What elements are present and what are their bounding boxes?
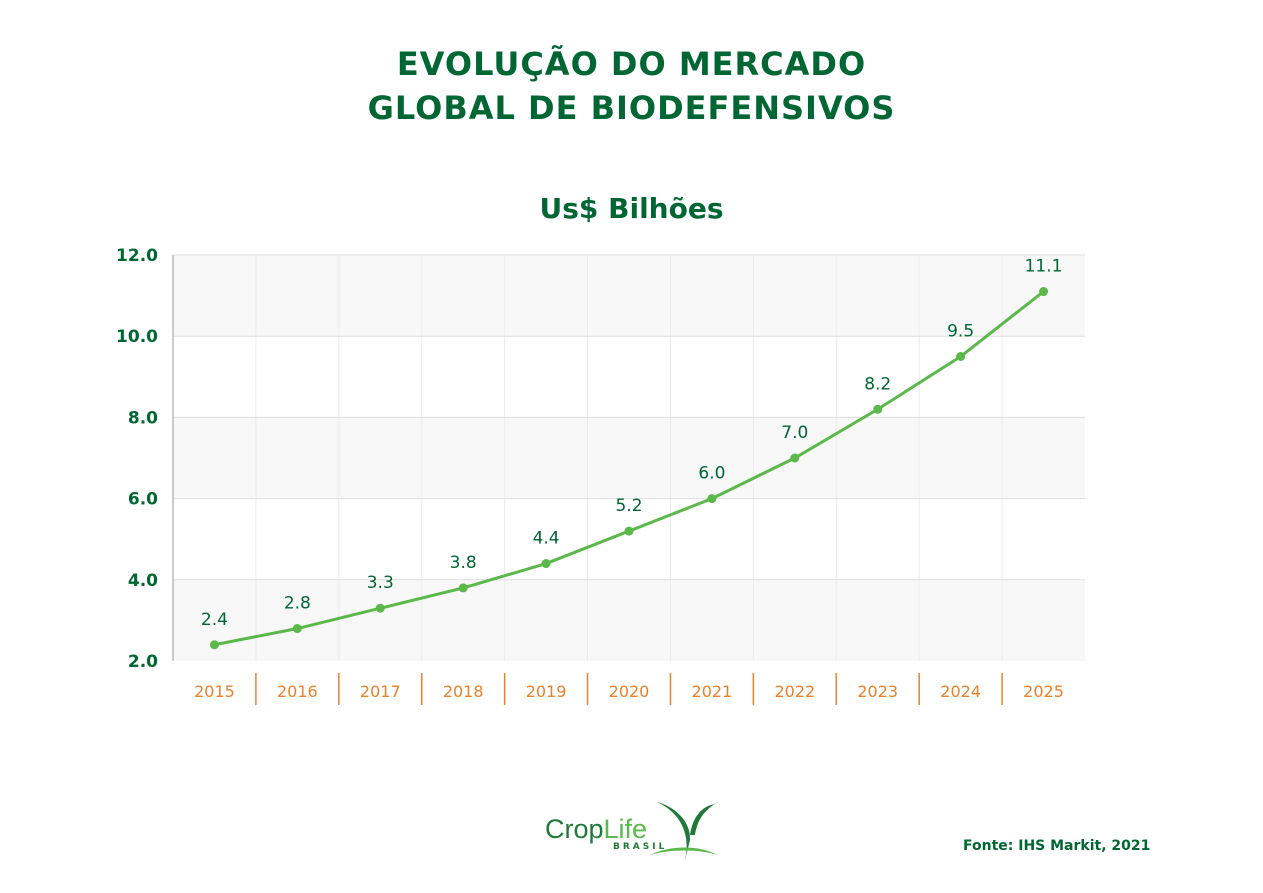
x-tick-label: 2025 xyxy=(1023,682,1064,701)
x-tick-label: 2016 xyxy=(277,682,318,701)
data-point xyxy=(707,494,717,504)
data-label: 2.8 xyxy=(284,594,311,614)
chart-subtitle: Us$ Bilhões xyxy=(539,192,724,225)
y-tick-label: 2.0 xyxy=(128,652,158,672)
grid-band xyxy=(173,417,1085,499)
y-tick-label: 10.0 xyxy=(116,327,158,347)
data-point xyxy=(1039,287,1049,297)
x-tick-label: 2015 xyxy=(194,682,235,701)
data-point xyxy=(458,583,468,593)
data-point xyxy=(624,526,634,536)
y-tick-label: 8.0 xyxy=(128,408,158,428)
x-tick-label: 2019 xyxy=(526,682,567,701)
y-tick-label: 6.0 xyxy=(128,490,158,510)
sprout-icon xyxy=(650,802,717,860)
data-point xyxy=(873,404,883,414)
data-label: 5.2 xyxy=(615,496,642,516)
source-note: Fonte: IHS Markit, 2021 xyxy=(963,838,1151,854)
data-label: 2.4 xyxy=(201,610,228,630)
data-label: 11.1 xyxy=(1025,257,1063,277)
data-label: 6.0 xyxy=(698,464,725,484)
x-tick-label: 2018 xyxy=(443,682,484,701)
grid-band xyxy=(173,579,1085,661)
data-point xyxy=(790,453,800,463)
data-label: 3.8 xyxy=(450,553,477,573)
x-tick-label: 2017 xyxy=(360,682,401,701)
data-point xyxy=(375,603,385,613)
data-label: 4.4 xyxy=(533,529,560,549)
data-point xyxy=(956,352,966,361)
data-label: 9.5 xyxy=(947,322,974,342)
x-tick-label: 2020 xyxy=(609,682,650,701)
chart-title-line-1: Evolução do mercado xyxy=(396,45,867,83)
data-label: 8.2 xyxy=(864,374,891,394)
data-point xyxy=(209,640,219,650)
data-point xyxy=(292,624,302,634)
data-label: 3.3 xyxy=(367,573,394,593)
x-tick-label: 2021 xyxy=(692,682,733,701)
data-point xyxy=(541,559,551,569)
x-tick-label: 2022 xyxy=(774,682,815,701)
x-tick-label: 2023 xyxy=(857,682,898,701)
y-tick-label: 4.0 xyxy=(128,571,158,591)
y-tick-label: 12.0 xyxy=(116,246,158,266)
data-label: 7.0 xyxy=(781,423,808,443)
grid-band xyxy=(173,255,1085,337)
chart-title-line-2: global de biodefensivos xyxy=(367,89,896,127)
croplife-logo: CropLife BRASIL xyxy=(545,800,720,862)
x-tick-label: 2024 xyxy=(940,682,981,701)
